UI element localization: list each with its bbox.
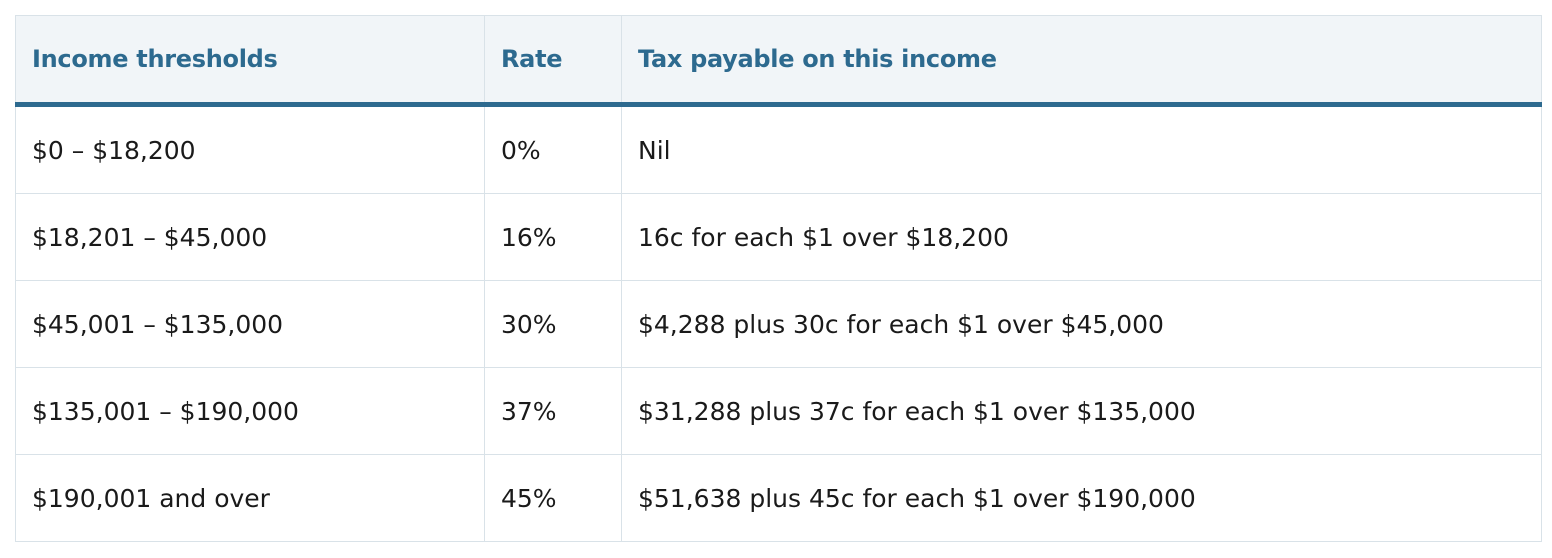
- table-row: $0 – $18,200 0% Nil: [15, 104, 1542, 194]
- income-threshold-cell: $135,001 – $190,000: [15, 367, 485, 455]
- header-rate: Rate: [484, 15, 622, 107]
- header-tax-payable: Tax payable on this income: [621, 15, 1542, 107]
- income-threshold-cell: $190,001 and over: [15, 454, 485, 542]
- rate-cell: 16%: [484, 193, 622, 281]
- rate-cell: 0%: [484, 104, 622, 194]
- tax-rates-table-container: Income thresholds Rate Tax payable on th…: [15, 15, 1542, 542]
- tax-payable-cell: $31,288 plus 37c for each $1 over $135,0…: [621, 367, 1542, 455]
- income-threshold-cell: $0 – $18,200: [15, 104, 485, 194]
- table-row: $45,001 – $135,000 30% $4,288 plus 30c f…: [15, 280, 1542, 368]
- tax-payable-cell: Nil: [621, 104, 1542, 194]
- tax-payable-cell: 16c for each $1 over $18,200: [621, 193, 1542, 281]
- income-threshold-cell: $45,001 – $135,000: [15, 280, 485, 368]
- header-income-thresholds: Income thresholds: [15, 15, 485, 107]
- rate-cell: 30%: [484, 280, 622, 368]
- table-header: Income thresholds Rate Tax payable on th…: [15, 15, 1542, 107]
- table-row: $190,001 and over 45% $51,638 plus 45c f…: [15, 454, 1542, 542]
- tax-rates-table: Income thresholds Rate Tax payable on th…: [15, 15, 1542, 542]
- table-body: $0 – $18,200 0% Nil $18,201 – $45,000 16…: [15, 104, 1542, 542]
- tax-payable-cell: $4,288 plus 30c for each $1 over $45,000: [621, 280, 1542, 368]
- table-row: $135,001 – $190,000 37% $31,288 plus 37c…: [15, 367, 1542, 455]
- rate-cell: 37%: [484, 367, 622, 455]
- header-row: Income thresholds Rate Tax payable on th…: [15, 15, 1542, 107]
- table-row: $18,201 – $45,000 16% 16c for each $1 ov…: [15, 193, 1542, 281]
- rate-cell: 45%: [484, 454, 622, 542]
- tax-payable-cell: $51,638 plus 45c for each $1 over $190,0…: [621, 454, 1542, 542]
- income-threshold-cell: $18,201 – $45,000: [15, 193, 485, 281]
